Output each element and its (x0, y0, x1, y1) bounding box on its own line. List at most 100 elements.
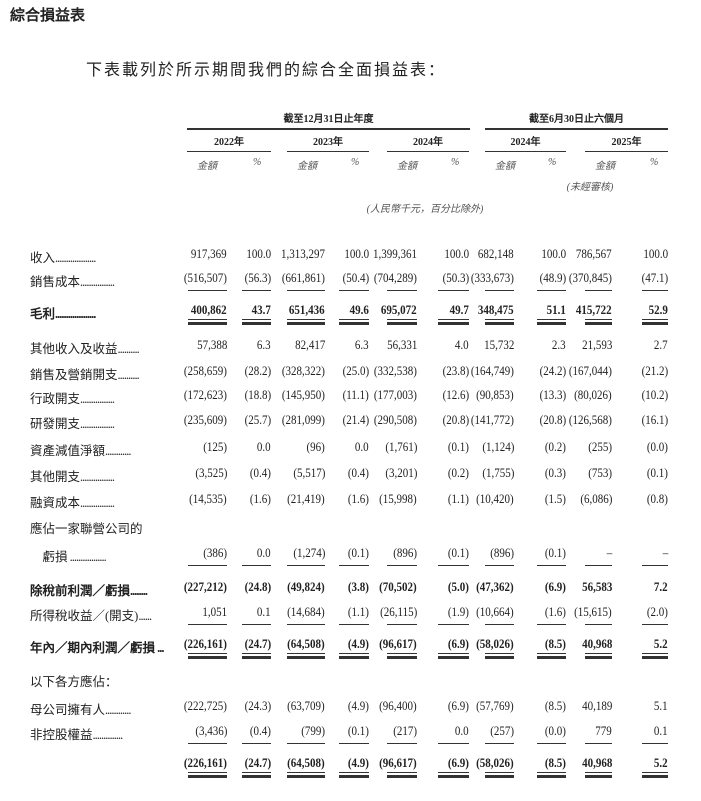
leader-dots: .......... (117, 342, 140, 356)
pct-cell: (56.3) (244, 271, 271, 285)
double-underline (339, 322, 369, 325)
pct-cell: (28.2) (244, 364, 271, 378)
amount-cell: (896) (490, 546, 514, 560)
amount-cell: (227,212) (183, 580, 227, 594)
double-underline (438, 322, 469, 325)
underline (485, 772, 514, 773)
underline (387, 653, 417, 654)
pct-cell: (1.1) (447, 492, 469, 506)
underline (339, 290, 369, 291)
leader-dots: ................ (80, 470, 115, 484)
pct-cell: (6.9) (447, 756, 469, 770)
underline (242, 653, 271, 654)
amount-cell: (80,026) (574, 388, 612, 402)
leader-dots: ................ (80, 392, 115, 406)
underline (438, 319, 469, 320)
pct-cell: (3.8) (347, 580, 369, 594)
row-label-text: 非控股權益 (30, 728, 93, 742)
pct-cell: (4.9) (347, 699, 369, 713)
amount-cell: (164,749) (470, 364, 514, 378)
pct-cell: 5.2 (654, 637, 668, 651)
pct-cell: (4.9) (347, 756, 369, 770)
row-label-text: 行政開支 (30, 392, 81, 406)
amount-column-header: 金額 (297, 161, 317, 172)
pct-cell: (6.9) (447, 637, 469, 651)
pct-column-header: % (650, 157, 659, 168)
amount-cell: (235,609) (183, 413, 227, 427)
pct-cell: 2.3 (552, 338, 566, 352)
pct-cell: 6.3 (355, 338, 369, 352)
amount-cell: 57,388 (196, 338, 227, 352)
underline (287, 319, 325, 320)
double-underline (242, 775, 271, 778)
row-label: 以下各方應佔： (30, 671, 118, 690)
pct-cell: (47.1) (641, 271, 668, 285)
underline (387, 772, 417, 773)
underline (585, 290, 612, 291)
amount-cell: (1,124) (481, 440, 514, 454)
row-label-text: 銷售及營銷開支 (30, 368, 118, 382)
pct-cell: 2.7 (654, 338, 668, 352)
double-underline (585, 775, 612, 778)
double-underline (287, 656, 325, 659)
underline (242, 290, 271, 291)
double-underline (387, 322, 417, 325)
amount-cell: (896) (393, 546, 417, 560)
pct-cell: (1.5) (544, 492, 566, 506)
leader-dots: ................ (80, 496, 115, 510)
amount-cell: (96,617) (379, 637, 417, 651)
amount-cell: (167,044) (568, 364, 612, 378)
pct-column-header: % (548, 157, 557, 168)
amount-cell: (222,725) (183, 699, 227, 713)
amount-cell: (15,998) (379, 492, 417, 506)
pct-cell: (24.3) (244, 699, 271, 713)
leader-dots: ................. (67, 550, 107, 564)
underline (438, 290, 469, 291)
pct-cell: (1.6) (544, 605, 566, 619)
unaudited-note: (未經審核) (566, 182, 614, 193)
underline (642, 653, 668, 654)
leader-dots: ........ (130, 584, 148, 598)
pct-column-header: % (253, 157, 262, 168)
year-rule (187, 151, 271, 152)
amount-cell: (96,617) (379, 756, 417, 770)
amount-cell: (281,099) (281, 413, 325, 427)
underline (339, 319, 369, 320)
pct-cell: 0.1 (654, 724, 668, 738)
leader-dots: ................... (55, 307, 96, 321)
row-label-text: 年內／期內利潤／虧損 (30, 641, 156, 655)
pct-cell: (10.2) (641, 388, 668, 402)
amount-cell: (49,824) (287, 580, 325, 594)
amount-cell: (47,362) (476, 580, 514, 594)
amount-cell: 1,313,297 (281, 247, 325, 261)
pct-cell: (24.2) (539, 364, 566, 378)
pct-cell: – (662, 546, 669, 560)
amount-cell: (96) (306, 440, 325, 454)
pct-cell: (1.1) (347, 605, 369, 619)
double-underline (242, 656, 271, 659)
double-underline (485, 775, 514, 778)
pct-cell: (4.9) (347, 637, 369, 651)
year-header: 2023年 (313, 137, 343, 148)
amount-cell: (1,755) (481, 466, 514, 480)
row-label: 研發開支................ (30, 413, 115, 432)
leader-dots: ............ (105, 444, 131, 458)
underline (438, 743, 469, 744)
pct-cell: (0.8) (646, 492, 668, 506)
double-underline (485, 656, 514, 659)
double-underline (287, 775, 325, 778)
amount-cell: (226,161) (183, 756, 227, 770)
amount-cell: 779 (595, 724, 613, 738)
unit-note: (人民幣千元，百分比除外) (366, 204, 484, 215)
pct-cell: 49.7 (449, 303, 469, 317)
underline (537, 653, 566, 654)
double-underline (537, 322, 566, 325)
double-underline (642, 322, 668, 325)
amount-cell: (14,684) (287, 605, 325, 619)
pct-cell: 0.0 (257, 440, 271, 454)
double-underline (387, 656, 417, 659)
underline (485, 653, 514, 654)
amount-cell: 1,399,361 (373, 247, 417, 261)
double-underline (537, 656, 566, 659)
pct-cell: (6.9) (544, 580, 566, 594)
